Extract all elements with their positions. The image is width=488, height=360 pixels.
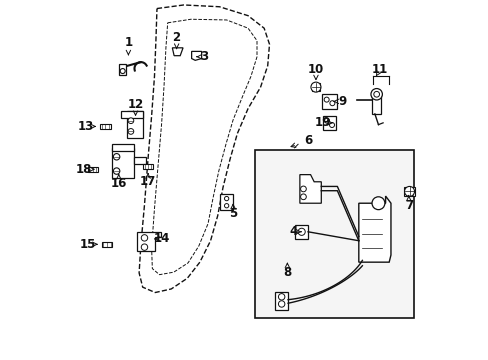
- Polygon shape: [172, 48, 183, 56]
- Text: 1: 1: [124, 36, 132, 49]
- Text: 4: 4: [289, 225, 297, 238]
- Polygon shape: [220, 194, 233, 210]
- Circle shape: [324, 118, 329, 123]
- Circle shape: [224, 203, 228, 208]
- Text: 8: 8: [283, 266, 291, 279]
- Bar: [100, 124, 110, 129]
- Polygon shape: [112, 144, 134, 152]
- Circle shape: [300, 194, 305, 200]
- Circle shape: [120, 68, 125, 73]
- Text: 18: 18: [76, 163, 92, 176]
- Text: 17: 17: [140, 175, 156, 188]
- Circle shape: [300, 186, 305, 192]
- Text: 9: 9: [338, 95, 346, 108]
- Polygon shape: [323, 116, 335, 130]
- Circle shape: [310, 82, 320, 92]
- Polygon shape: [134, 157, 146, 164]
- Bar: [311, 83, 320, 91]
- Bar: [404, 187, 414, 196]
- Circle shape: [128, 118, 134, 123]
- Polygon shape: [119, 64, 125, 75]
- Polygon shape: [275, 292, 287, 310]
- Polygon shape: [126, 111, 142, 138]
- Circle shape: [324, 97, 328, 102]
- Circle shape: [329, 122, 334, 127]
- Text: 6: 6: [304, 134, 312, 147]
- Circle shape: [113, 168, 120, 174]
- Text: 7: 7: [404, 198, 412, 212]
- Circle shape: [373, 91, 379, 97]
- Circle shape: [278, 294, 285, 300]
- Polygon shape: [191, 51, 201, 60]
- Text: 10: 10: [307, 63, 324, 76]
- Text: 11: 11: [371, 63, 387, 76]
- Polygon shape: [121, 111, 142, 118]
- Circle shape: [298, 228, 305, 235]
- Bar: [102, 242, 112, 247]
- Bar: [143, 164, 153, 169]
- Circle shape: [404, 186, 414, 197]
- Text: 19: 19: [314, 116, 330, 129]
- Circle shape: [224, 197, 228, 201]
- Text: 2: 2: [172, 31, 181, 44]
- Circle shape: [141, 235, 147, 241]
- Circle shape: [141, 244, 147, 250]
- Text: 16: 16: [110, 177, 127, 190]
- Text: 13: 13: [77, 120, 94, 133]
- Bar: [255, 150, 413, 318]
- Polygon shape: [137, 232, 160, 251]
- Circle shape: [278, 301, 285, 307]
- Text: 3: 3: [200, 50, 208, 63]
- Polygon shape: [112, 148, 134, 178]
- Bar: [87, 167, 98, 172]
- Polygon shape: [358, 196, 390, 262]
- Circle shape: [329, 101, 334, 106]
- Text: 12: 12: [127, 99, 143, 112]
- Text: 5: 5: [228, 207, 237, 220]
- Text: 14: 14: [153, 233, 169, 246]
- Polygon shape: [299, 175, 321, 203]
- Polygon shape: [372, 94, 380, 114]
- Polygon shape: [322, 94, 336, 109]
- Text: 15: 15: [80, 238, 96, 251]
- Circle shape: [128, 129, 134, 134]
- Polygon shape: [295, 225, 307, 239]
- Circle shape: [370, 89, 382, 100]
- Circle shape: [371, 197, 384, 210]
- Circle shape: [113, 154, 120, 160]
